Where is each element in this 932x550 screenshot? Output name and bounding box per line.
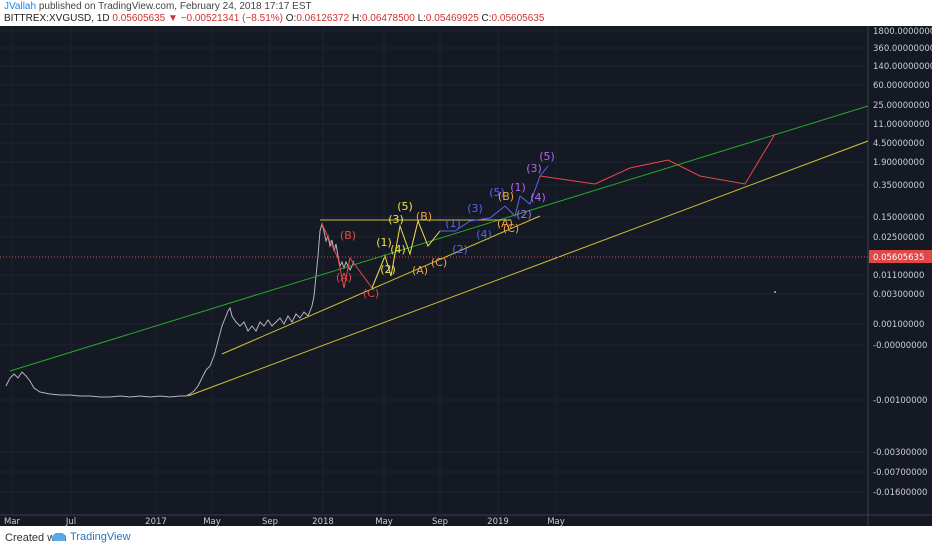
x-tick-label: 2018 [312, 517, 334, 526]
y-tick-label: -0.00000000 [873, 341, 927, 351]
y-tick-label: 25.00000000 [873, 101, 930, 111]
x-tick-label: May [203, 517, 221, 526]
wave-label: (1) [376, 236, 392, 249]
y-tick-label: 0.00300000 [873, 290, 924, 300]
wave-label: (2) [452, 243, 468, 256]
y-tick-label: 4.50000000 [873, 139, 924, 149]
wave-label: (C) [363, 287, 379, 300]
x-tick-label: Jul [65, 517, 76, 526]
created-with-text: Created with [5, 532, 67, 544]
y-tick-label: -0.00700000 [873, 468, 927, 478]
y-tick-label: 11.00000000 [873, 120, 930, 130]
wave-label: (2) [380, 263, 396, 276]
yellow-channel-line [187, 140, 869, 397]
publish-text: published on TradingView.com, February 2… [36, 1, 312, 12]
wave-label: (A) [336, 271, 352, 284]
chart-header: JVallah published on TradingView.com, Fe… [0, 0, 932, 26]
price-change: −0.00521341 (−8.51%) [180, 13, 283, 24]
tradingview-logo[interactable]: TradingView [52, 531, 131, 543]
y-tick-label: 0.00100000 [873, 320, 924, 330]
wave-label: (3) [388, 213, 404, 226]
wave-label: (1) [445, 217, 461, 230]
chart-footer: Created with TradingView [0, 526, 932, 550]
chart-area[interactable]: 1800.00000000 360.00000000 140.00000000 60.… [0, 26, 932, 526]
x-tick-label: May [375, 517, 393, 526]
close-label: C: [481, 13, 492, 24]
wave-label: (3) [467, 202, 483, 215]
x-tick-label: May [547, 517, 565, 526]
symbol-name: BITTREX:XVGUSD, 1D [4, 13, 110, 24]
yellow-wave-path [371, 219, 441, 289]
wave-label: (B) [340, 229, 356, 242]
x-tick-label: 2019 [487, 517, 509, 526]
wave-label: (A) [497, 217, 513, 230]
cloud-icon [52, 533, 66, 542]
wave-label: (4) [530, 191, 546, 204]
open-label: O: [285, 13, 297, 24]
wave-label: (B) [416, 210, 432, 223]
y-tick-label: -0.00300000 [873, 448, 927, 458]
low-label: L: [417, 13, 426, 24]
x-tick-label: Sep [432, 517, 448, 526]
price-chart[interactable]: 1800.00000000 360.00000000 140.00000000 60.… [0, 26, 932, 526]
wave-label: (3) [526, 162, 542, 175]
wave-label: (A) [412, 264, 428, 277]
last-price-label: 0.05605635 [873, 253, 924, 263]
marker-dot [774, 291, 776, 293]
symbol-info: BITTREX:XVGUSD, 1D 0.05605635 ▼ −0.00521… [4, 13, 544, 24]
wave-label: (C) [503, 222, 519, 235]
author-link[interactable]: JVallah [4, 1, 37, 12]
y-tick-label: 60.00000000 [873, 81, 930, 91]
x-tick-label: 2017 [145, 517, 167, 526]
y-tick-label: 0.01100000 [873, 271, 924, 281]
red-projection-path [539, 133, 776, 185]
last-price-tag [869, 250, 932, 263]
price-series-line [5, 222, 355, 398]
inner-channel-line [221, 215, 541, 355]
y-tick-label: 140.00000000 [873, 62, 932, 72]
y-tick-label: 0.15000000 [873, 213, 924, 223]
brand-name: TradingView [70, 531, 131, 543]
y-tick-label: 0.02500000 [873, 233, 924, 243]
close-value: 0.05605635 [491, 13, 545, 24]
wave-label: (2) [516, 208, 532, 221]
x-tick-label: Mar [4, 517, 21, 526]
red-wave-path [321, 223, 373, 289]
wave-label: (5) [489, 186, 505, 199]
down-arrow-icon: ▼ [167, 13, 178, 24]
high-value: 0.06478500 [361, 13, 415, 24]
publish-info: JVallah published on TradingView.com, Fe… [4, 1, 312, 12]
y-tick-label: -0.01600000 [873, 488, 927, 498]
wave-label: (4) [390, 243, 406, 256]
wave-label: (C) [431, 256, 447, 269]
wave-label: (5) [539, 150, 555, 163]
high-label: H: [351, 13, 362, 24]
wave-label: (1) [510, 181, 526, 194]
blue-wave-path [440, 165, 549, 232]
x-tick-label: Sep [262, 517, 278, 526]
wave-label: (5) [397, 200, 413, 213]
wave-label: (4) [476, 228, 492, 241]
low-value: 0.05469925 [425, 13, 479, 24]
wave-label: (B) [498, 190, 514, 203]
y-tick-label: 1.90000000 [873, 158, 924, 168]
y-tick-label: 360.00000000 [873, 44, 932, 54]
green-channel-line [9, 105, 869, 372]
last-price: 0.05605635 [112, 13, 166, 24]
open-value: 0.06126372 [296, 13, 350, 24]
y-tick-label: 0.35000000 [873, 181, 924, 191]
y-tick-label: -0.00100000 [873, 396, 927, 406]
y-tick-label: 1800.00000000 [873, 27, 932, 37]
